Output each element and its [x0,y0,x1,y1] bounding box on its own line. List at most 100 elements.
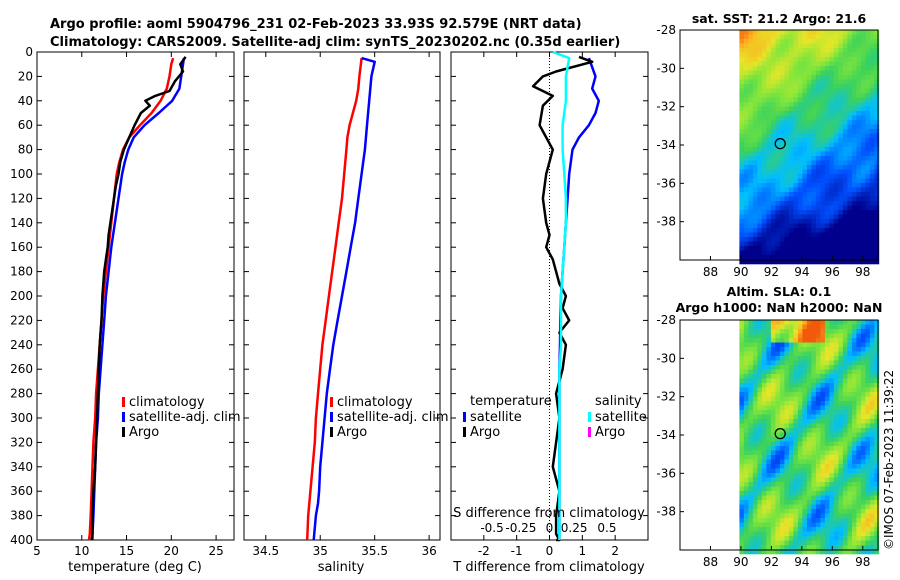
heatmap-cell [743,201,749,206]
heatmap-cell [788,500,794,505]
heatmap-cell [779,450,785,456]
heatmap-cell [793,473,799,478]
x-tick-label: 90 [733,555,748,569]
heatmap-cell [770,111,776,116]
heatmap-cell [775,549,781,555]
heatmap-cell [748,459,754,465]
heatmap-cell [815,84,821,89]
y-tick-label: 120 [10,191,33,205]
heatmap-cell [869,423,875,429]
heatmap-cell [775,88,781,94]
heatmap-cell [739,255,745,260]
heatmap-cell [757,504,763,510]
heatmap-cell [784,174,790,179]
heatmap-cell [752,169,758,175]
heatmap-cell [815,518,821,523]
heatmap-cell [779,156,785,161]
heatmap-cell [824,210,830,215]
heatmap-cell [865,392,871,397]
heatmap-cell [847,482,853,487]
heatmap-cell [775,527,781,532]
heatmap-cell [806,250,812,256]
heatmap-cell [770,201,776,206]
heatmap-cell [757,174,763,179]
heatmap-cell [797,365,803,370]
heatmap-cell [860,232,866,238]
heatmap-cell [815,120,821,125]
heatmap-cell [829,255,835,260]
heatmap-cell [793,387,799,393]
heatmap-cell [770,329,776,334]
heatmap-cell [802,142,808,148]
heatmap-cell [770,441,776,447]
heatmap-cell [806,97,812,103]
heatmap-cell [865,61,871,67]
heatmap-cell [851,84,857,89]
heatmap-cell [874,214,880,220]
heatmap-cell [815,531,821,537]
heatmap-cell [739,250,745,256]
heatmap-cell [820,320,826,325]
x-tick-label: 35 [313,544,328,558]
heatmap-cell [860,88,866,94]
heatmap-cell [865,48,871,53]
heatmap-cell [797,324,803,330]
heatmap-cell [784,228,790,233]
heatmap-cell [779,549,785,555]
heatmap-cell [829,333,835,339]
heatmap-cell [797,133,803,139]
heatmap-cell [779,401,785,406]
heatmap-cell [770,396,776,402]
heatmap-cell [797,39,803,44]
heatmap-cell [829,97,835,103]
heatmap-cell [788,423,794,429]
heatmap-cell [802,455,808,460]
heatmap-cell [806,320,812,325]
heatmap-cell [761,482,767,487]
heatmap-cell [739,102,745,107]
heatmap-cell [748,374,754,379]
heatmap-cell [775,374,781,379]
heatmap-cell [802,115,808,121]
heatmap-cell [779,66,785,71]
heatmap-cell [811,410,817,415]
heatmap-cell [829,518,835,523]
heatmap-cell [856,232,862,238]
heatmap-cell [775,333,781,339]
heatmap-cell [851,491,857,496]
heatmap-cell [847,419,853,424]
heatmap-cell [842,441,848,447]
heatmap-cell [806,156,812,161]
heatmap-cell [793,88,799,94]
heatmap-cell [752,486,758,492]
heatmap-cell [829,165,835,170]
heatmap-cell [784,333,790,339]
heatmap-cell [869,342,875,348]
heatmap-cell [739,531,745,537]
heatmap-cell [784,324,790,330]
heatmap-cell [784,57,790,62]
heatmap-cell [784,30,790,35]
heatmap-cell [788,396,794,402]
heatmap-cell [865,75,871,80]
heatmap-cell [829,414,835,420]
heatmap-cell [770,84,776,89]
heatmap-cell [752,338,758,343]
heatmap-cell [847,205,853,211]
heatmap-cell [838,75,844,80]
heatmap-cell [815,259,821,265]
heatmap-cell [770,356,776,361]
heatmap-cell [856,374,862,379]
legend-label-climatology: climatology [129,395,205,410]
heatmap-cell [757,106,763,112]
heatmap-cell [793,241,799,247]
heatmap-cell [797,93,803,98]
heatmap-cell [842,401,848,406]
heatmap-cell [842,52,848,58]
heatmap-cell [874,365,880,370]
heatmap-cell [851,387,857,393]
heatmap-cell [757,441,763,447]
heatmap-cell [779,30,785,35]
heatmap-cell [784,392,790,397]
heatmap-cell [874,102,880,107]
